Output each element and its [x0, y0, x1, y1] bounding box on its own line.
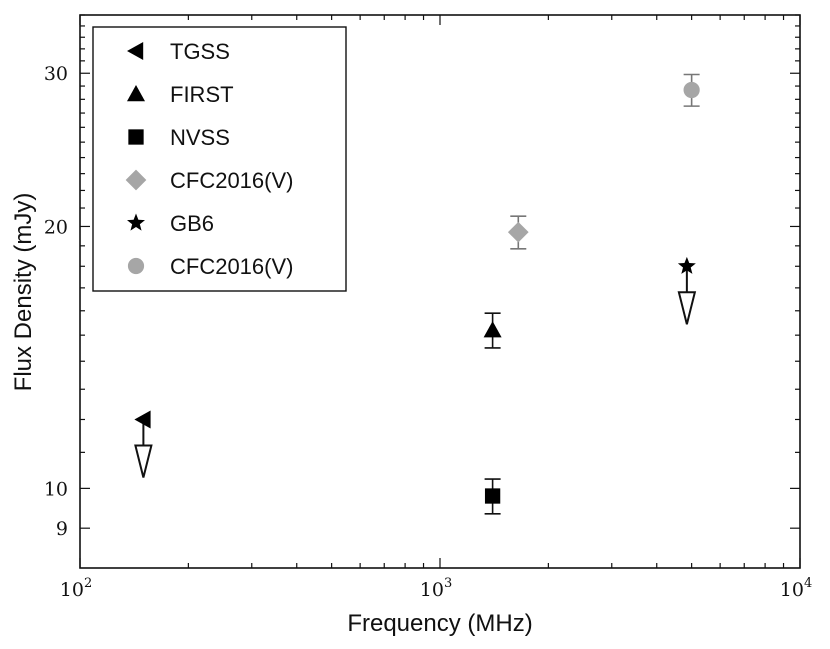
- y-tick-label: 30: [44, 63, 68, 85]
- legend-label: TGSS: [170, 39, 230, 64]
- data-point: [677, 256, 696, 274]
- series-first: [483, 312, 502, 349]
- legend-marker: [127, 42, 144, 60]
- x-tick-label-exponent: 2: [84, 576, 92, 591]
- x-tick-label: 102: [60, 576, 92, 601]
- upper-limit-arrow: [677, 291, 697, 325]
- legend-label: FIRST: [170, 82, 234, 107]
- upper-limit-arrow: [134, 444, 153, 478]
- legend-entry: GB6: [127, 211, 214, 236]
- series-gb6: [677, 256, 697, 325]
- x-tick-label-exponent: 3: [444, 576, 452, 591]
- data-point: [484, 488, 501, 504]
- legend-label: NVSS: [170, 125, 230, 150]
- data-point: [483, 321, 502, 338]
- y-tick-label: 10: [44, 478, 68, 500]
- legend-label: GB6: [170, 211, 214, 236]
- series-nvss: [484, 478, 501, 515]
- x-tick-label-base: 10: [60, 579, 84, 601]
- legend-entry: NVSS: [128, 125, 230, 150]
- x-tick-label: 104: [780, 576, 812, 601]
- legend-marker: [128, 129, 144, 145]
- x-tick-label: 103: [420, 576, 452, 601]
- legend-marker: [127, 85, 145, 102]
- data-point: [683, 81, 700, 99]
- y-axis-title: Flux Density (mJy): [10, 193, 37, 392]
- legend: TGSS FIRST NVSS CFC2016(V) GB6 CFC2016(V): [92, 26, 347, 292]
- legend-entry: TGSS: [127, 39, 230, 64]
- data-marks: [134, 73, 700, 515]
- data-point: [507, 221, 529, 243]
- x-tick-label-base: 10: [780, 579, 804, 601]
- legend-entry: CFC2016(V): [125, 168, 293, 193]
- legend-marker: [127, 213, 145, 231]
- x-tick-label-base: 10: [420, 579, 444, 601]
- legend-label: CFC2016(V): [170, 168, 293, 193]
- legend-label: CFC2016(V): [170, 254, 293, 279]
- data-point: [134, 410, 151, 429]
- legend-entry: FIRST: [127, 82, 234, 107]
- x-tick-label-exponent: 4: [804, 576, 812, 591]
- legend-marker: [125, 169, 147, 191]
- legend-box: [92, 26, 347, 292]
- y-tick-label: 9: [56, 518, 68, 540]
- axis-ticks: [79, 14, 801, 568]
- x-axis-title: Frequency (MHz): [347, 610, 532, 637]
- legend-entry: CFC2016(V): [127, 254, 293, 279]
- y-tick-label: 20: [44, 216, 68, 238]
- series-tgss: [134, 410, 153, 478]
- series-cfc2016-v-: [507, 215, 529, 250]
- series-cfc2016-v-: [683, 73, 700, 107]
- legend-marker: [127, 257, 145, 275]
